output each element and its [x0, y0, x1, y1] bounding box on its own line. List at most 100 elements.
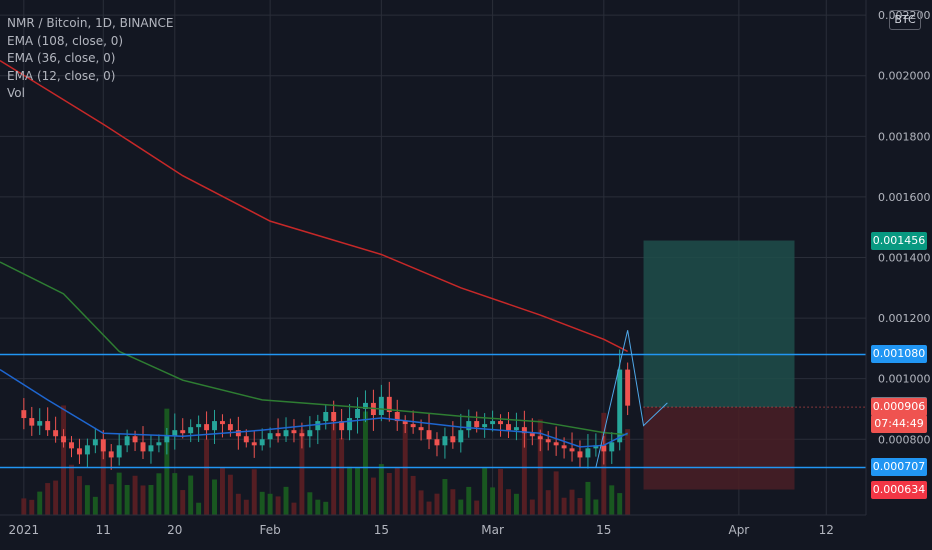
- candle[interactable]: [625, 369, 631, 406]
- candle[interactable]: [498, 421, 503, 425]
- candle[interactable]: [283, 430, 289, 437]
- price-badge[interactable]: 0.000906: [871, 398, 927, 417]
- pattern-line[interactable]: [595, 330, 668, 468]
- candle[interactable]: [108, 451, 114, 458]
- candle[interactable]: [21, 410, 27, 419]
- candlesticks[interactable]: [21, 349, 631, 470]
- volume-bar: [521, 427, 527, 515]
- candle[interactable]: [513, 427, 519, 431]
- indicator-volume[interactable]: Vol: [7, 86, 25, 100]
- candle[interactable]: [537, 436, 543, 440]
- candle[interactable]: [53, 430, 59, 437]
- candle[interactable]: [132, 436, 138, 443]
- candle[interactable]: [219, 421, 225, 425]
- candle[interactable]: [450, 436, 456, 443]
- candle[interactable]: [156, 442, 162, 446]
- candle[interactable]: [243, 436, 249, 443]
- position-zones[interactable]: [643, 240, 866, 490]
- candle[interactable]: [561, 445, 567, 449]
- candle[interactable]: [227, 424, 233, 431]
- price-badge[interactable]: 07:44:49: [871, 415, 927, 434]
- candle[interactable]: [37, 421, 43, 426]
- candle[interactable]: [267, 433, 273, 440]
- candle[interactable]: [363, 402, 368, 409]
- price-badge[interactable]: 0.001456: [871, 231, 927, 250]
- candle[interactable]: [402, 421, 408, 425]
- candle[interactable]: [172, 430, 178, 437]
- price-badge[interactable]: 0.000707: [871, 458, 927, 477]
- candle[interactable]: [315, 421, 321, 431]
- indicator-ema-36[interactable]: EMA (36, close, 0): [7, 51, 116, 65]
- candle[interactable]: [386, 396, 392, 412]
- y-axis[interactable]: 0.0022000.0020000.0018000.0016000.001400…: [865, 0, 931, 515]
- candle[interactable]: [466, 421, 472, 431]
- indicator-ema-12[interactable]: EMA (12, close, 0): [7, 68, 116, 83]
- x-axis[interactable]: 2021 11 20 Feb 15 Mar 15 Apr 12: [0, 514, 866, 537]
- candle[interactable]: [29, 418, 35, 426]
- candle[interactable]: [585, 448, 591, 458]
- horizontal-levels[interactable]: [0, 353, 866, 469]
- chart-title[interactable]: NMR / Bitcoin, 1D, BINANCE: [7, 16, 174, 30]
- candle[interactable]: [593, 445, 599, 449]
- price-badge[interactable]: 0.001080: [871, 345, 927, 364]
- candle[interactable]: [100, 439, 106, 452]
- candle[interactable]: [61, 436, 67, 443]
- candle[interactable]: [418, 427, 424, 431]
- candle[interactable]: [458, 430, 464, 443]
- candle[interactable]: [196, 424, 202, 428]
- target-zone[interactable]: [643, 240, 795, 408]
- candle[interactable]: [426, 430, 432, 440]
- candle[interactable]: [347, 418, 353, 431]
- candle[interactable]: [235, 430, 241, 437]
- candle[interactable]: [299, 433, 305, 437]
- candle[interactable]: [69, 442, 74, 449]
- candle[interactable]: [569, 448, 575, 452]
- candle[interactable]: [188, 427, 194, 434]
- candle[interactable]: [617, 369, 623, 443]
- candle[interactable]: [521, 427, 527, 434]
- candle[interactable]: [474, 421, 480, 428]
- candle[interactable]: [331, 412, 337, 422]
- candle[interactable]: [482, 424, 488, 428]
- candle[interactable]: [291, 430, 297, 434]
- candle[interactable]: [490, 421, 496, 425]
- candle[interactable]: [84, 445, 90, 455]
- candle[interactable]: [355, 408, 360, 419]
- candle[interactable]: [307, 430, 313, 437]
- candle[interactable]: [251, 442, 257, 446]
- candle[interactable]: [140, 442, 146, 452]
- candle[interactable]: [275, 433, 281, 437]
- candle[interactable]: [259, 439, 265, 446]
- candle[interactable]: [545, 439, 551, 443]
- candle[interactable]: [394, 412, 400, 422]
- pattern-lines[interactable]: [595, 330, 668, 468]
- candle[interactable]: [434, 439, 440, 446]
- candle[interactable]: [204, 424, 210, 431]
- candle[interactable]: [180, 430, 186, 434]
- candle[interactable]: [609, 442, 615, 452]
- candle[interactable]: [553, 442, 559, 446]
- stop-zone[interactable]: [643, 407, 795, 490]
- candle[interactable]: [442, 436, 448, 446]
- candle[interactable]: [410, 424, 416, 428]
- candle[interactable]: [148, 445, 154, 452]
- candle[interactable]: [116, 445, 122, 458]
- candle[interactable]: [506, 424, 511, 431]
- candle[interactable]: [577, 451, 583, 458]
- candle[interactable]: [76, 448, 82, 455]
- candle[interactable]: [339, 421, 345, 431]
- candle[interactable]: [378, 396, 384, 416]
- price-badge[interactable]: 0.000634: [871, 480, 927, 499]
- candle[interactable]: [529, 433, 535, 437]
- candle[interactable]: [92, 439, 98, 446]
- candle[interactable]: [124, 436, 130, 446]
- candle[interactable]: [601, 445, 607, 452]
- indicator-ema-108[interactable]: EMA (108, close, 0): [7, 33, 124, 48]
- candle[interactable]: [212, 421, 217, 431]
- volume-bar: [609, 485, 615, 515]
- candle[interactable]: [323, 412, 329, 422]
- candle[interactable]: [164, 436, 170, 443]
- currency-button[interactable]: BTC: [889, 10, 921, 30]
- candle[interactable]: [45, 421, 51, 431]
